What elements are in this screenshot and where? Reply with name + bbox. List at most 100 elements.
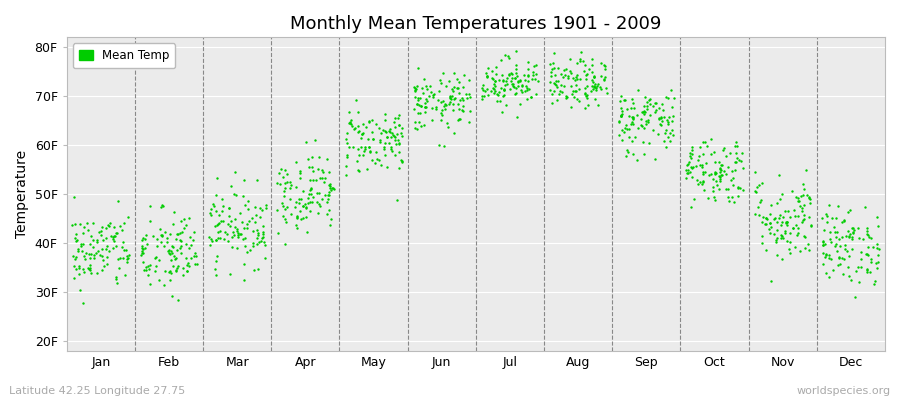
Point — [721, 186, 735, 192]
Point — [209, 208, 223, 214]
Point — [139, 267, 153, 273]
Point — [236, 193, 250, 200]
Point — [551, 65, 565, 71]
Point — [759, 220, 773, 227]
Point — [382, 126, 397, 132]
Point — [652, 116, 667, 122]
Point — [77, 253, 92, 260]
Point — [252, 239, 266, 246]
Point — [715, 162, 729, 168]
Point — [306, 176, 320, 183]
Point — [572, 86, 587, 92]
Point — [478, 88, 492, 94]
Point — [824, 215, 839, 221]
Point — [188, 250, 202, 257]
Point — [522, 86, 536, 93]
Point — [637, 108, 652, 114]
Point — [84, 270, 98, 276]
Point — [441, 78, 455, 85]
Point — [629, 156, 643, 163]
Point — [480, 73, 494, 80]
Point — [164, 248, 178, 255]
Point — [99, 225, 113, 231]
Point — [312, 154, 327, 161]
Point — [627, 134, 642, 140]
Point — [544, 66, 559, 72]
Point — [589, 80, 603, 87]
Point — [251, 232, 266, 238]
Point — [721, 164, 735, 170]
Point — [842, 233, 856, 240]
Point — [446, 130, 461, 136]
Point — [302, 190, 316, 197]
Point — [214, 196, 229, 202]
Point — [837, 218, 851, 225]
Point — [870, 240, 885, 247]
Point — [394, 130, 409, 136]
Point — [221, 212, 236, 219]
Point — [770, 235, 785, 241]
Point — [704, 151, 718, 157]
Point — [832, 236, 846, 243]
Point — [456, 84, 471, 90]
Point — [76, 229, 90, 236]
Point — [230, 245, 244, 252]
Point — [258, 202, 273, 209]
Point — [778, 230, 792, 236]
Point — [759, 215, 773, 222]
Point — [453, 97, 467, 104]
Point — [436, 70, 450, 76]
Point — [215, 203, 230, 210]
Point — [455, 97, 470, 104]
Point — [573, 49, 588, 55]
Point — [684, 204, 698, 210]
Point — [78, 256, 93, 263]
Point — [860, 266, 874, 273]
Point — [254, 237, 268, 244]
Point — [490, 98, 504, 104]
Point — [642, 140, 656, 146]
Point — [150, 236, 165, 242]
Point — [726, 181, 741, 188]
Point — [751, 184, 765, 190]
Point — [190, 261, 204, 267]
Point — [554, 89, 569, 95]
Point — [174, 243, 188, 250]
Point — [520, 96, 535, 102]
Point — [860, 251, 874, 258]
Point — [772, 196, 787, 203]
Point — [82, 251, 96, 257]
Point — [99, 254, 113, 260]
Point — [157, 282, 171, 288]
Point — [189, 253, 203, 260]
Point — [818, 241, 832, 247]
Point — [292, 200, 306, 206]
Point — [803, 200, 817, 206]
Point — [484, 75, 499, 82]
Point — [418, 100, 432, 106]
Point — [102, 248, 116, 254]
Point — [790, 213, 805, 220]
Point — [306, 168, 320, 174]
Point — [819, 219, 833, 226]
Point — [155, 232, 169, 238]
Point — [291, 215, 305, 222]
Point — [570, 96, 584, 102]
Point — [140, 241, 154, 248]
Point — [684, 154, 698, 161]
Point — [590, 102, 605, 109]
Point — [860, 231, 874, 237]
Point — [293, 196, 308, 202]
Point — [343, 119, 357, 126]
Point — [474, 85, 489, 91]
Point — [804, 223, 818, 229]
Point — [845, 246, 859, 252]
Point — [584, 56, 598, 62]
Point — [640, 102, 654, 109]
Point — [283, 196, 297, 202]
Point — [860, 267, 874, 274]
Point — [146, 232, 160, 239]
Point — [70, 248, 85, 254]
Point — [136, 250, 150, 256]
Point — [152, 226, 166, 232]
